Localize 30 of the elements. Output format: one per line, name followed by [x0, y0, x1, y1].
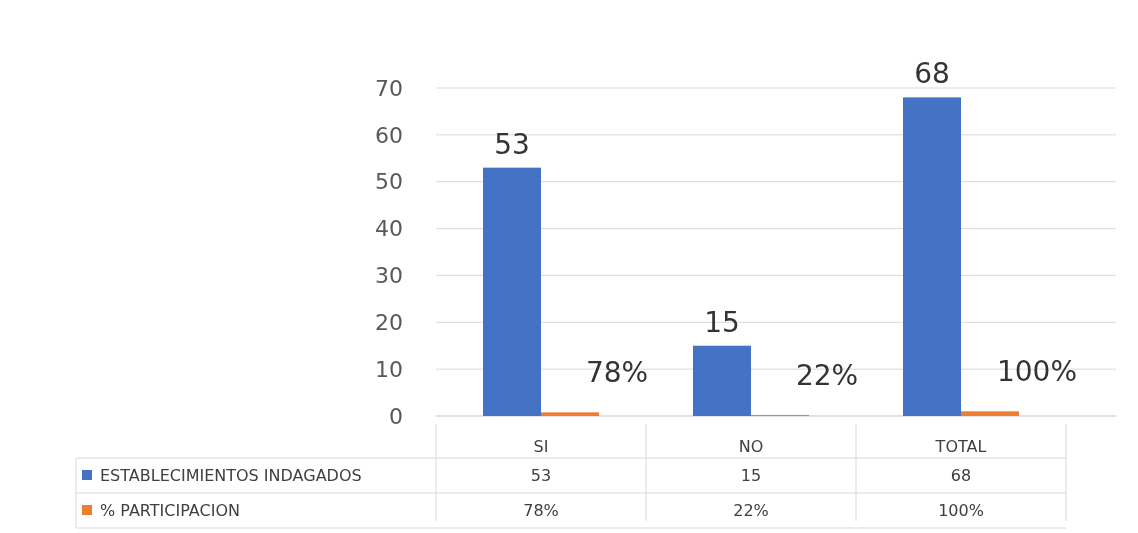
bar: [541, 412, 599, 416]
text: 53: [494, 127, 530, 161]
bar: [483, 167, 541, 416]
y-tick-label: 30: [375, 263, 403, 289]
legend-label: ESTABLECIMIENTOS INDAGADOS: [100, 466, 362, 485]
y-tick-label: 20: [375, 309, 403, 335]
legend-label: % PARTICIPACION: [100, 501, 240, 520]
data-label: 15: [740, 466, 762, 485]
data-label: 22%: [733, 501, 769, 520]
data-label: 100%: [938, 501, 984, 520]
text: 68: [914, 57, 950, 91]
bar: [961, 411, 1019, 416]
bar: [693, 345, 751, 416]
text: 22%: [795, 358, 859, 392]
text: 100%: [996, 355, 1078, 389]
bar: [903, 97, 961, 416]
x-tick-label: SI: [533, 437, 549, 456]
text: 78%: [585, 356, 649, 390]
data-label: 78%: [523, 501, 559, 520]
y-tick-label: 40: [375, 216, 403, 242]
x-tick-label: NO: [738, 437, 764, 456]
data-label: 68: [950, 466, 972, 485]
y-tick-label: 70: [375, 75, 403, 101]
y-tick-label: 60: [375, 122, 403, 148]
y-tick-label: 50: [375, 169, 403, 195]
text: 15: [704, 305, 740, 339]
x-tick-label: TOTAL: [934, 437, 987, 456]
y-tick-label: 0: [389, 403, 403, 429]
data-label: 53: [530, 466, 552, 485]
y-tick-label: 10: [375, 356, 403, 382]
